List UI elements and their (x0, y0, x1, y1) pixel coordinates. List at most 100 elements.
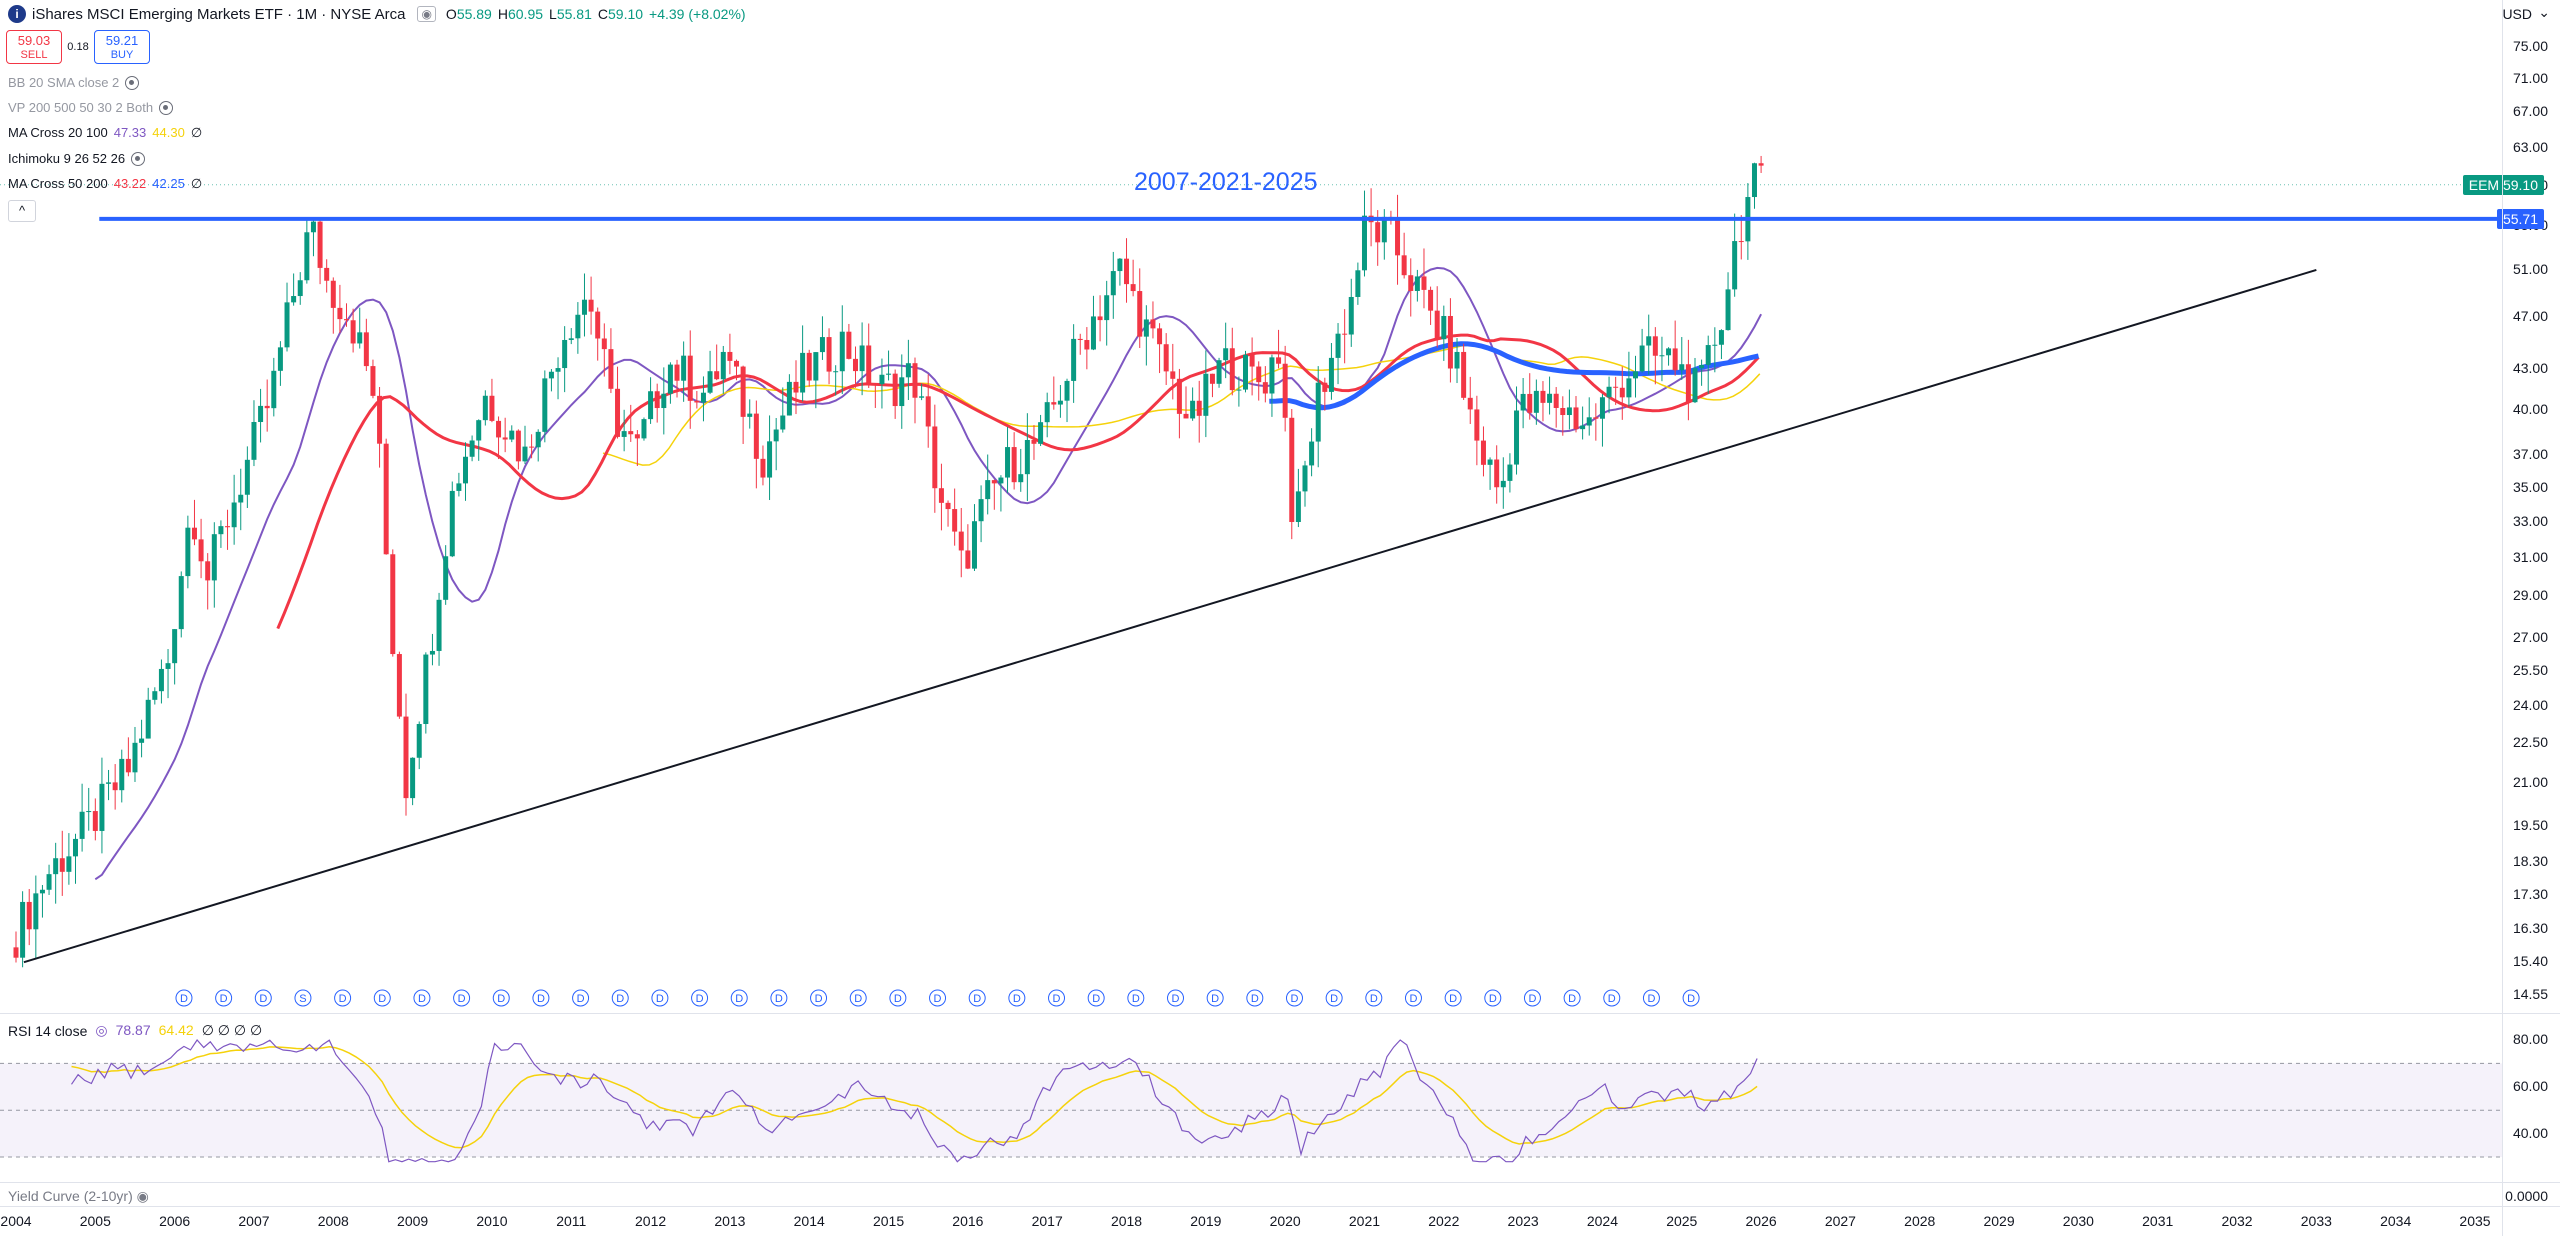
candle-body (1487, 459, 1493, 465)
candle-body (172, 629, 178, 664)
dividend-marker (1642, 989, 1660, 1007)
candle-body (1282, 363, 1288, 418)
indicator-legend[interactable]: VP 200 500 50 30 2 Both (8, 97, 174, 119)
candle-body (26, 901, 32, 930)
chevron-down-icon[interactable]: ⌄ (2538, 4, 2550, 20)
eye-icon[interactable]: ◉ (136, 1188, 149, 1204)
pane-divider[interactable] (0, 1013, 2560, 1014)
hidden-eye-icon[interactable] (125, 76, 140, 90)
price-axis-label: 25.50 (2512, 661, 2548, 678)
candle-body (456, 483, 462, 491)
symbol-info-icon[interactable]: i (8, 5, 26, 23)
candle-body (1672, 348, 1678, 371)
candle-body (1302, 465, 1308, 492)
price-badge[interactable]: 55.71 (2496, 208, 2544, 229)
eye-icon[interactable]: ◉ (417, 6, 436, 22)
candle-body (1467, 397, 1473, 410)
dividend-marker (413, 989, 431, 1007)
candle-body (813, 352, 819, 381)
indicator-legend[interactable]: MA Cross 50 200 43.22 42.25 ∅ (8, 173, 202, 195)
dividend-marker (254, 989, 272, 1007)
time-axis-label: 2018 (1110, 1213, 1143, 1229)
ohlc-key: C (597, 6, 608, 22)
collapse-legend-button[interactable]: ^ (8, 200, 36, 222)
ichimoku-icon[interactable] (131, 152, 146, 166)
price-axis-label: 71.00 (2512, 69, 2548, 86)
candle-body (46, 874, 52, 890)
candle-body (800, 352, 806, 393)
yield-curve-legend-name[interactable]: Yield Curve (2-10yr) (8, 1188, 133, 1204)
candle-body (1480, 440, 1486, 465)
candle-body (72, 838, 78, 857)
candle-body (304, 232, 310, 281)
candle-body (1679, 364, 1685, 371)
time-axis-label: 2022 (1428, 1213, 1460, 1229)
candle-body (1269, 357, 1275, 394)
candle-body (1051, 402, 1057, 405)
ohlc-value: 55.81 (556, 6, 592, 22)
ohlc-key: L (549, 6, 557, 22)
price-badge[interactable]: EEM 59.10 (2462, 174, 2544, 195)
hidden-eye-icon[interactable] (159, 101, 174, 115)
dividend-marker (1246, 989, 1264, 1007)
candle-body (839, 331, 845, 372)
symbol-title[interactable]: iShares MSCI Emerging Markets ETF · 1M ·… (32, 5, 406, 23)
candle-body (1633, 371, 1639, 379)
time-axis-label: 2008 (317, 1213, 349, 1229)
candle-body (1256, 366, 1262, 383)
dividend-marker-label: D (1132, 993, 1140, 1005)
candle-body (687, 355, 693, 401)
time-axis-label: 2021 (1348, 1213, 1381, 1229)
rsi-axis-label: 40.00 (2512, 1124, 2548, 1141)
candle-body (615, 388, 621, 437)
candle-body (978, 499, 984, 522)
dividend-marker-label: D (1053, 993, 1061, 1005)
candle-body (727, 351, 733, 361)
candle-body (1097, 316, 1103, 321)
price-axis-label: 51.00 (2512, 260, 2548, 277)
candle-body (1401, 255, 1407, 276)
candle-body (833, 371, 839, 373)
candle-body (826, 337, 832, 372)
price-axis-label: 27.00 (2512, 628, 2548, 645)
buy-button[interactable]: 59.21 BUY (94, 30, 150, 64)
candle-body (747, 413, 753, 417)
dividend-marker (1087, 989, 1105, 1007)
candle-body (1262, 382, 1268, 394)
candle-body (674, 364, 680, 381)
candle-body (1024, 439, 1030, 475)
candle-body (191, 527, 197, 540)
settings-icon[interactable]: ◎ (95, 1022, 108, 1038)
candle-body (92, 811, 98, 831)
indicator-value: 47.33 (113, 125, 147, 140)
candle-body (344, 319, 350, 321)
rsi-axis-label: 60.00 (2512, 1077, 2548, 1094)
candle-body (1408, 275, 1414, 291)
candle-body (33, 893, 39, 930)
indicator-legend[interactable]: BB 20 SMA close 2 (8, 72, 140, 94)
yield-curve-axis-label: 0.0000 (2505, 1188, 2548, 1204)
candle-body (773, 429, 779, 442)
time-axis-label: 2032 (2221, 1213, 2253, 1229)
dividend-marker-label: D (735, 993, 743, 1005)
chart-annotation[interactable]: 2007-2021-2025 (1134, 168, 1318, 196)
sell-price: 59.03 (17, 33, 51, 48)
candle-body (1044, 402, 1050, 423)
rsi-legend-name[interactable]: RSI 14 close (8, 1022, 88, 1039)
rsi-legend-values: 78.87 64.42 ∅ ∅ ∅ ∅ (116, 1022, 271, 1039)
price-axis-label: 17.30 (2512, 885, 2548, 902)
candle-body (1533, 390, 1539, 413)
candle-body (1176, 378, 1182, 414)
dividend-marker-label: D (775, 993, 783, 1005)
currency-label[interactable]: USD (2502, 6, 2532, 22)
candle-body (383, 443, 389, 555)
rsi-value: 78.87 (115, 1022, 151, 1038)
candle-body (1090, 316, 1096, 350)
indicator-legend[interactable]: MA Cross 20 100 47.33 44.30 ∅ (8, 122, 202, 144)
indicator-legend[interactable]: Ichimoku 9 26 52 26 (8, 148, 146, 170)
pane-divider[interactable] (0, 1182, 2560, 1183)
dividend-marker-label: D (1568, 993, 1576, 1005)
sell-button[interactable]: 59.03 SELL (6, 30, 62, 64)
candle-body (489, 395, 495, 421)
